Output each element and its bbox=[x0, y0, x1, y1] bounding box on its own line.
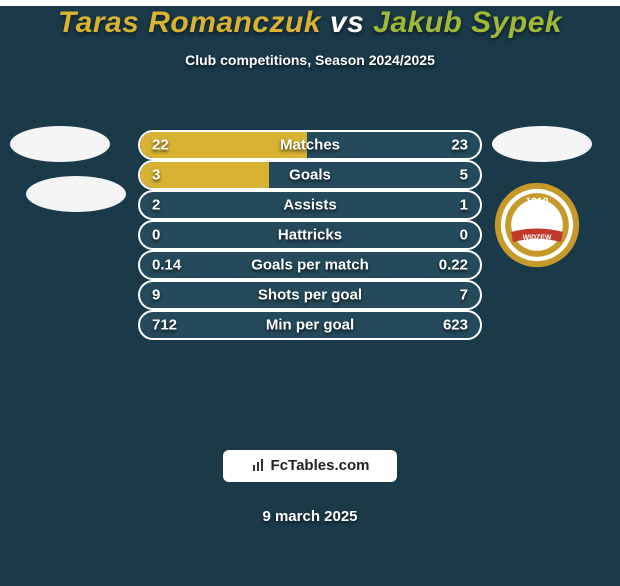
date-label: 9 march 2025 bbox=[0, 508, 620, 525]
stat-value-right: 7 bbox=[460, 287, 468, 304]
stat-value-left: 3 bbox=[152, 167, 160, 184]
stat-row: Min per goal712 623 bbox=[138, 310, 482, 340]
stat-label: Shots per goal bbox=[140, 287, 480, 304]
svg-text:WIDZEW: WIDZEW bbox=[523, 235, 552, 242]
stat-value-right: 0.22 bbox=[439, 257, 468, 274]
stat-row: Assists2 1 bbox=[138, 190, 482, 220]
stat-row: Hattricks0 0 bbox=[138, 220, 482, 250]
stat-label: Matches bbox=[140, 137, 480, 154]
player1-portrait bbox=[10, 126, 110, 162]
player2-club-badge: 1910 WIDZEW bbox=[494, 182, 580, 268]
stat-label: Hattricks bbox=[140, 227, 480, 244]
comparison-infographic: Taras Romanczuk vs Jakub Sypek Club comp… bbox=[0, 6, 620, 586]
stat-value-left: 0 bbox=[152, 227, 160, 244]
stat-value-left: 2 bbox=[152, 197, 160, 214]
player1-name: Taras Romanczuk bbox=[58, 6, 321, 39]
player2-name: Jakub Sypek bbox=[373, 6, 562, 39]
stat-row: Matches22 23 bbox=[138, 130, 482, 160]
stat-row: Shots per goal9 7 bbox=[138, 280, 482, 310]
stat-label: Min per goal bbox=[140, 317, 480, 334]
player1-club-placeholder bbox=[26, 176, 126, 212]
stat-row: Goals3 5 bbox=[138, 160, 482, 190]
stat-value-right: 0 bbox=[460, 227, 468, 244]
player2-portrait bbox=[492, 126, 592, 162]
stat-value-left: 22 bbox=[152, 137, 169, 154]
stat-row: Goals per match0.14 0.22 bbox=[138, 250, 482, 280]
stat-bars: Matches22 23 Goals3 5 Assists2 1 Hattricks0 0 Go… bbox=[138, 130, 482, 340]
stat-value-right: 23 bbox=[451, 137, 468, 154]
stat-label: Goals per match bbox=[140, 257, 480, 274]
stat-label: Assists bbox=[140, 197, 480, 214]
stat-value-left: 9 bbox=[152, 287, 160, 304]
stat-label: Goals bbox=[140, 167, 480, 184]
fctables-logo-text: FcTables.com bbox=[271, 457, 370, 474]
stat-value-right: 623 bbox=[443, 317, 468, 334]
fctables-logo: FcTables.com bbox=[223, 450, 397, 482]
stat-value-right: 5 bbox=[460, 167, 468, 184]
svg-text:1910: 1910 bbox=[526, 196, 549, 207]
stat-value-left: 712 bbox=[152, 317, 177, 334]
vs-label: vs bbox=[330, 6, 364, 39]
subtitle: Club competitions, Season 2024/2025 bbox=[0, 52, 620, 68]
stat-value-left: 0.14 bbox=[152, 257, 181, 274]
stat-value-right: 1 bbox=[460, 197, 468, 214]
page-title: Taras Romanczuk vs Jakub Sypek bbox=[0, 6, 620, 40]
